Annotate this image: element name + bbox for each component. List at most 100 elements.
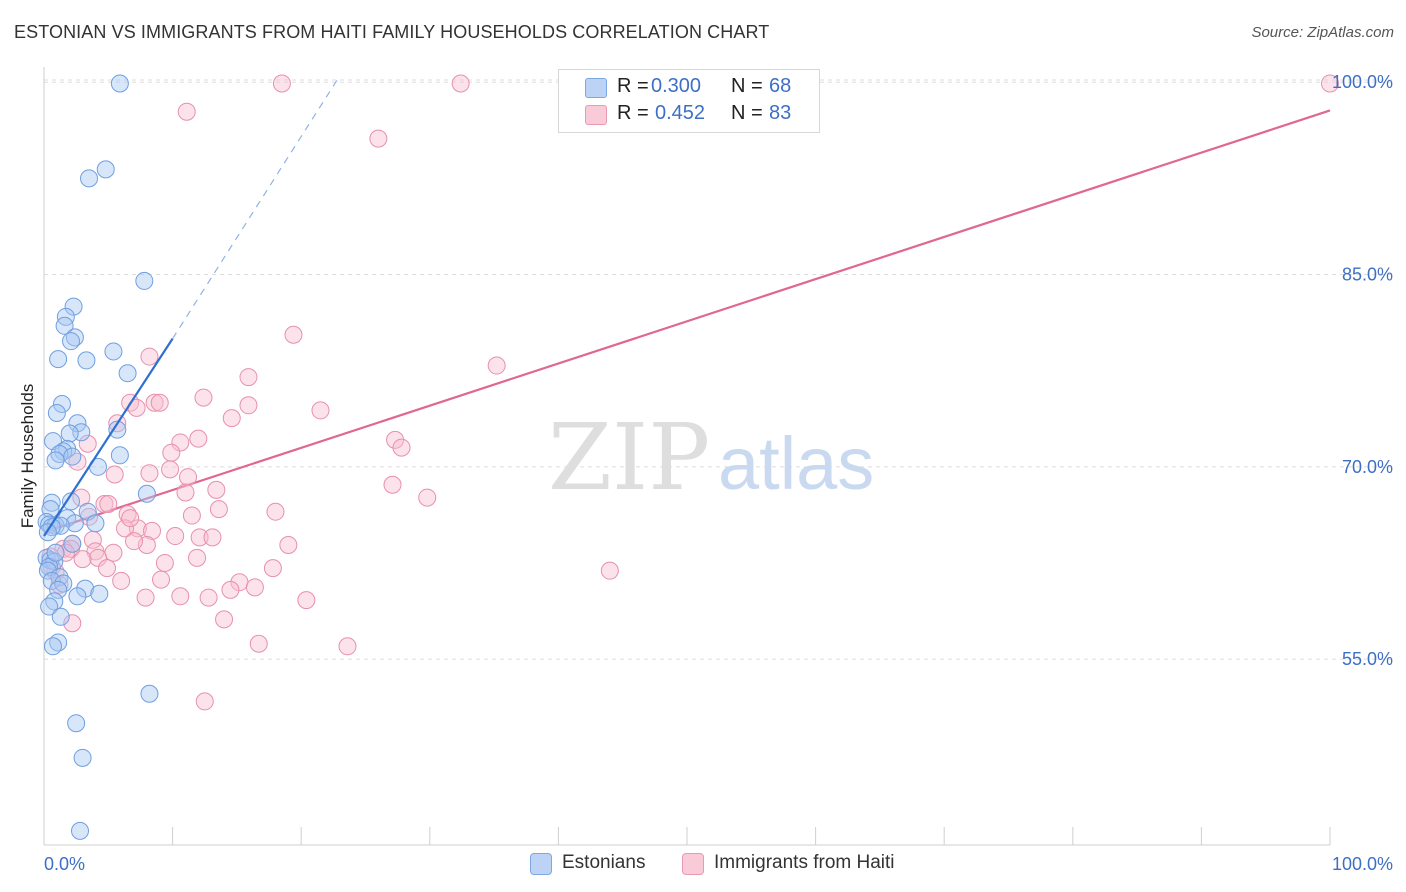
point-haiti: [451, 74, 470, 93]
point-haiti: [104, 543, 123, 562]
point-estonians: [42, 493, 61, 512]
legend-r-label: R =: [617, 102, 649, 124]
point-haiti: [125, 532, 144, 551]
point-haiti: [188, 548, 207, 567]
point-haiti: [95, 494, 114, 513]
point-estonians: [49, 350, 68, 369]
point-estonians: [38, 561, 57, 580]
point-haiti: [215, 610, 234, 629]
point-haiti: [89, 548, 108, 567]
point-haiti: [116, 519, 135, 538]
legend-r-label: R =: [617, 75, 649, 97]
point-haiti: [190, 528, 209, 547]
y-tick-label: 85.0%: [1342, 265, 1393, 285]
point-estonians: [56, 307, 75, 326]
point-haiti: [68, 452, 87, 471]
point-estonians: [135, 271, 154, 290]
point-haiti: [73, 550, 92, 569]
point-haiti: [239, 396, 258, 415]
point-haiti: [99, 494, 118, 513]
point-estonians: [49, 580, 68, 599]
point-estonians: [63, 447, 82, 466]
point-estonians: [47, 403, 66, 422]
point-estonians: [77, 351, 96, 370]
point-haiti: [272, 74, 291, 93]
point-estonians: [90, 584, 109, 603]
point-estonians: [118, 364, 137, 383]
point-estonians: [42, 571, 61, 590]
bottom-legend-label: Immigrants from Haiti: [714, 852, 895, 873]
point-estonians: [71, 821, 90, 840]
point-haiti: [239, 368, 258, 387]
point-haiti: [171, 587, 190, 606]
chart-title: ESTONIAN VS IMMIGRANTS FROM HAITI FAMILY…: [14, 22, 770, 42]
legend-swatch-pink: [585, 105, 607, 125]
bottom-legend-swatch-blue: [530, 853, 552, 875]
legend-n-label: N =: [731, 102, 763, 124]
axes: [43, 67, 1331, 846]
x-tick-label-max: 100.0%: [1332, 854, 1393, 874]
point-haiti: [150, 393, 169, 412]
point-haiti: [487, 356, 506, 375]
point-haiti: [209, 500, 228, 519]
point-estonians: [68, 587, 87, 606]
point-estonians: [104, 342, 123, 361]
point-haiti: [203, 528, 222, 547]
point-haiti: [199, 588, 218, 607]
point-haiti: [121, 509, 140, 528]
point-haiti: [1321, 74, 1339, 93]
point-estonians: [76, 579, 95, 598]
point-haiti: [418, 488, 437, 507]
point-estonians: [108, 420, 127, 439]
point-haiti: [297, 591, 316, 610]
point-estonians: [63, 534, 82, 553]
point-estonians: [55, 316, 74, 335]
point-haiti: [140, 347, 159, 366]
series-haiti-points: [41, 74, 1339, 711]
point-estonians: [44, 637, 63, 656]
point-estonians: [96, 160, 115, 179]
point-haiti: [195, 692, 214, 711]
trend-line-haiti: [43, 109, 1331, 534]
point-estonians: [46, 451, 65, 470]
point-estonians: [73, 748, 92, 767]
point-haiti: [311, 401, 330, 420]
point-haiti: [266, 502, 285, 521]
point-estonians: [137, 484, 156, 503]
trend-line-estonians: [43, 75, 341, 537]
y-tick-label: 100.0%: [1332, 72, 1393, 92]
source-credit: Source: ZipAtlas.com: [1251, 24, 1394, 41]
legend-n-value: 68: [769, 75, 792, 97]
correlation-legend: R = 0.300 N = 68 R = 0.452 N = 83: [558, 69, 820, 133]
x-tick-label-min: 0.0%: [44, 854, 85, 874]
point-haiti: [140, 464, 159, 483]
point-haiti: [263, 559, 282, 578]
watermark-zip: ZIP: [548, 404, 710, 511]
point-haiti: [221, 580, 240, 599]
point-haiti: [105, 465, 124, 484]
point-haiti: [279, 536, 298, 555]
trend-estonians-solid: [43, 338, 174, 537]
point-haiti: [162, 443, 181, 462]
point-estonians: [51, 607, 70, 626]
y-tick-label: 55.0%: [1342, 649, 1393, 669]
y-tick-label: 70.0%: [1342, 457, 1393, 477]
bottom-legend-swatch-pink: [682, 853, 704, 875]
trend-estonians-extrapolated: [172, 75, 341, 339]
point-haiti: [98, 559, 117, 578]
point-estonians: [140, 684, 159, 703]
point-haiti: [179, 468, 198, 487]
point-haiti: [152, 570, 171, 589]
legend-r-value: 0.452: [655, 102, 706, 124]
point-estonians: [110, 446, 129, 465]
legend-swatch-blue: [585, 78, 607, 98]
point-haiti: [182, 506, 201, 525]
point-estonians: [80, 169, 99, 188]
watermark: ZIP atlas: [548, 404, 874, 511]
point-haiti: [249, 634, 268, 653]
point-estonians: [64, 297, 83, 316]
trend-haiti-solid: [43, 109, 1331, 534]
point-haiti: [136, 588, 155, 607]
point-haiti: [161, 460, 180, 479]
point-haiti: [222, 409, 241, 428]
